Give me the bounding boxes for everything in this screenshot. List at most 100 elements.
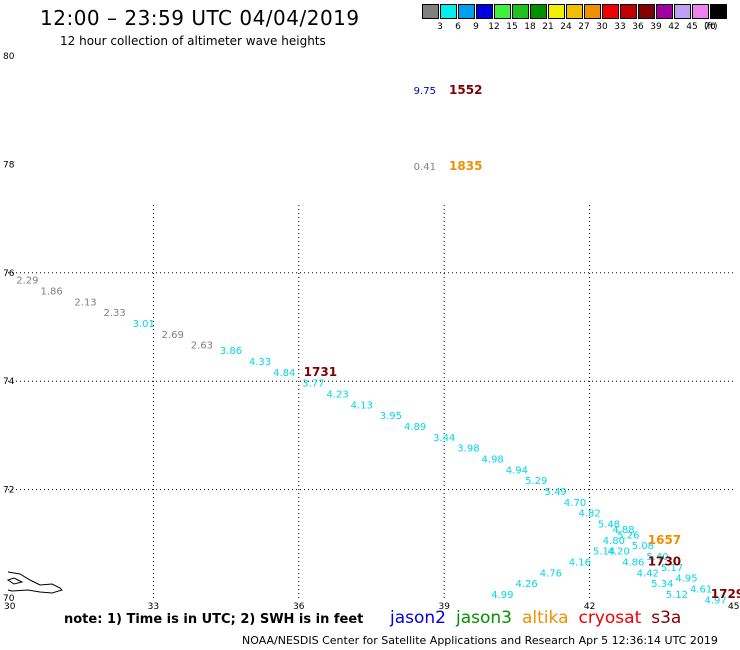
footer-credit: NOAA/NESDIS Center for Satellite Applica… (242, 634, 718, 647)
x-tick-label: 36 (293, 602, 305, 612)
legend-swatch (548, 4, 565, 19)
y-tick-label: 70 (3, 594, 15, 604)
pass-time-label: 1552 (449, 83, 482, 97)
y-tick-label: 72 (3, 486, 14, 496)
legend-label: 42 (668, 22, 680, 32)
legend-label: 3 (437, 22, 443, 32)
wave-height-value: 5.08 (632, 541, 654, 552)
axis-tick-labels: 30 33 36 39 42 45 70 72 74 76 78 80 (3, 52, 739, 612)
wave-height-value: 4.97 (704, 595, 726, 606)
legend-swatch (692, 4, 709, 19)
y-tick-label: 80 (3, 52, 15, 62)
wave-height-value: 5.40 (646, 552, 668, 563)
wave-height-value: 5.48 (598, 520, 620, 531)
wave-height-value: 4.42 (637, 568, 659, 579)
wave-height-value: 4.76 (540, 568, 562, 579)
pass-time-label: 1657 (648, 533, 681, 547)
legend-label: 9 (473, 22, 479, 32)
legend-swatch (602, 4, 619, 19)
wave-height-value: 2.69 (162, 330, 184, 341)
wave-height-value: 4.88 (612, 525, 634, 536)
x-tick-label: 39 (438, 602, 450, 612)
legend-swatch (512, 4, 529, 19)
legend-label: 33 (614, 22, 626, 32)
legend-swatch (620, 4, 637, 19)
pass-time-label: 1729 (711, 587, 740, 601)
wave-height-value: 4.99 (491, 590, 513, 601)
legend-swatch (566, 4, 583, 19)
legend-swatch (584, 4, 601, 19)
wave-height-value: 3.44 (433, 433, 455, 444)
legend-swatch (458, 4, 475, 19)
wave-height-value: 4.26 (515, 579, 537, 590)
wave-height-value: 5.17 (661, 563, 683, 574)
wave-height-value: 9.75 (414, 86, 436, 97)
legend-label: 18 (524, 22, 536, 32)
wave-height-value: 5.12 (666, 590, 688, 601)
legend-swatch (422, 4, 439, 19)
y-tick-label: 76 (3, 269, 15, 279)
wave-height-value: 4.95 (675, 574, 697, 585)
satellite-cryosat: cryosat (578, 608, 642, 628)
legend-swatch (494, 4, 511, 19)
wave-height-value: 5.14 (593, 547, 615, 558)
pass-time-label: 1835 (449, 159, 482, 173)
pass-time-labels: 1552 1835 1731 1657 1730 1729 (304, 83, 740, 601)
x-tick-label: 30 (4, 602, 16, 612)
pass-time-label: 1730 (648, 554, 681, 568)
legend-swatch (476, 4, 493, 19)
wave-height-value: 2.63 (191, 341, 213, 352)
wave-height-value: 4.33 (249, 357, 271, 368)
wave-height-value: 4.98 (482, 455, 504, 466)
wave-height-value: 4.94 (506, 465, 528, 476)
pass-time-label: 1731 (304, 365, 337, 379)
wave-height-value: 4.82 (578, 509, 600, 520)
legend-label: 21 (542, 22, 554, 32)
wave-height-value: 2.29 (16, 276, 38, 287)
wave-height-observations: 9.75 0.41 2.291.86 2.13 2.33 3.01 2.69 2.63 3.86… (16, 86, 726, 606)
wave-height-value: 4.80 (603, 536, 625, 547)
units-note: note: 1) Time is in UTC; 2) SWH is in fe… (64, 612, 364, 627)
legend-label: 70 (704, 22, 716, 32)
legend-label: 30 (596, 22, 608, 32)
satellite-legend: jason2 jason3 altika cryosat s3a (390, 608, 691, 628)
legend-swatch (530, 4, 547, 19)
wave-height-value: 5.34 (651, 579, 673, 590)
wave-height-value: 4.16 (569, 557, 591, 568)
wave-height-value: 4.20 (608, 547, 630, 558)
wave-height-value: 3.86 (220, 346, 242, 357)
legend-label: 36 (632, 22, 644, 32)
wave-height-value: 4.70 (564, 498, 586, 509)
coastline (6, 571, 63, 594)
wave-height-value: 4.61 (690, 585, 712, 596)
wave-height-value: 4.23 (326, 389, 348, 400)
legend-label: 45 (686, 22, 698, 32)
legend-swatch (710, 4, 727, 19)
chart-subtitle: 12 hour collection of altimeter wave hei… (60, 34, 326, 48)
x-tick-label: 33 (148, 602, 159, 612)
legend-label: 6 (455, 22, 461, 32)
legend-swatch (440, 4, 457, 19)
wave-height-value: 3.95 (380, 411, 402, 422)
wave-height-value: 1.86 (40, 286, 62, 297)
chart-title: 12:00 – 23:59 UTC 04/04/2019 (40, 6, 360, 30)
legend-swatch (638, 4, 655, 19)
x-tick-label: 45 (728, 602, 739, 612)
legend-label: 15 (506, 22, 518, 32)
wave-height-value: 5.49 (545, 487, 567, 498)
legend-unit: (ft) (704, 22, 718, 32)
wave-height-value: 5.29 (525, 476, 547, 487)
wave-height-value: 2.13 (74, 297, 96, 308)
wave-height-value: 3.01 (133, 319, 155, 330)
y-tick-label: 78 (3, 160, 15, 170)
legend-swatch (674, 4, 691, 19)
wave-height-value: 4.84 (273, 368, 295, 379)
wave-height-value: 3.77 (302, 379, 324, 390)
wave-height-value: 4.86 (622, 557, 644, 568)
wave-height-value: 2.33 (103, 308, 125, 319)
wave-height-value: 3.98 (457, 444, 479, 455)
satellite-s3a: s3a (651, 608, 682, 628)
legend-label: 27 (578, 22, 590, 32)
legend-label: 39 (650, 22, 662, 32)
